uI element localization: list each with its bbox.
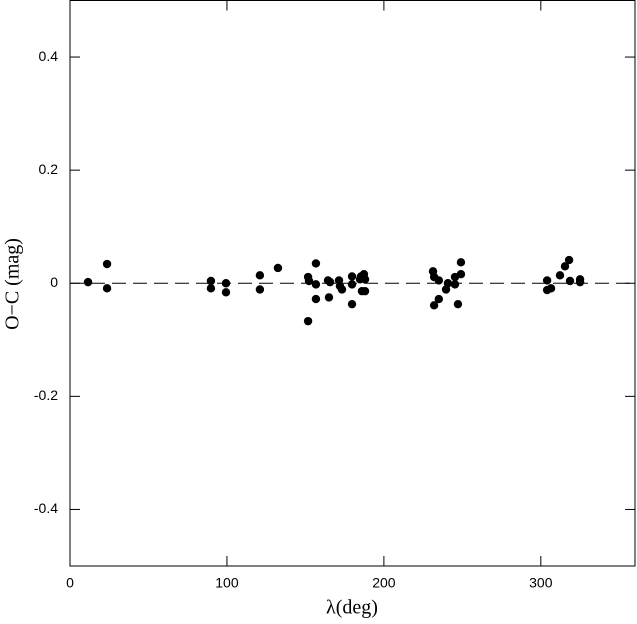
data-point — [360, 275, 370, 284]
data-point — [102, 259, 112, 269]
y-tick-label: -0.2 — [34, 387, 58, 403]
data-point — [102, 284, 112, 293]
data-point — [304, 276, 314, 286]
y-tick-label: 0 — [50, 274, 58, 290]
data-point — [324, 293, 334, 302]
data-point — [456, 258, 466, 267]
data-point — [337, 285, 347, 294]
y-axis-label: O−C (mag) — [2, 238, 24, 330]
data-point — [206, 284, 216, 293]
data-point — [453, 299, 463, 309]
data-point — [456, 270, 466, 279]
data-point — [311, 294, 321, 304]
y-tick-label: -0.4 — [34, 500, 58, 516]
data-point — [434, 294, 444, 304]
data-point — [325, 277, 335, 287]
data-point — [575, 277, 585, 287]
x-tick-label: 300 — [529, 575, 553, 591]
data-point — [311, 259, 321, 268]
data-point — [542, 276, 552, 285]
data-point — [221, 279, 231, 288]
data-point — [443, 279, 453, 288]
data-point — [434, 276, 444, 285]
data-point — [273, 263, 283, 273]
data-point — [347, 299, 357, 309]
data-point — [565, 276, 575, 286]
data-point — [564, 255, 574, 265]
x-tick-label: 0 — [66, 575, 74, 591]
data-point — [546, 284, 556, 293]
data-point — [255, 271, 265, 280]
data-point — [450, 280, 460, 289]
data-point — [347, 280, 357, 289]
y-tick-label: 0.4 — [39, 48, 59, 64]
data-point — [347, 272, 357, 281]
y-tick-label: 0.2 — [39, 161, 59, 177]
data-point — [360, 286, 370, 296]
data-point — [560, 262, 570, 271]
x-tick-label: 100 — [215, 575, 239, 591]
data-point — [429, 301, 439, 310]
data-point — [83, 277, 93, 287]
data-point — [221, 288, 231, 297]
data-point — [206, 276, 216, 286]
data-point — [303, 316, 313, 326]
x-axis-label: λ(deg) — [326, 597, 378, 619]
data-point — [311, 280, 321, 289]
data-point — [255, 285, 265, 294]
data-point — [555, 271, 565, 280]
x-tick-label: 200 — [372, 575, 396, 591]
